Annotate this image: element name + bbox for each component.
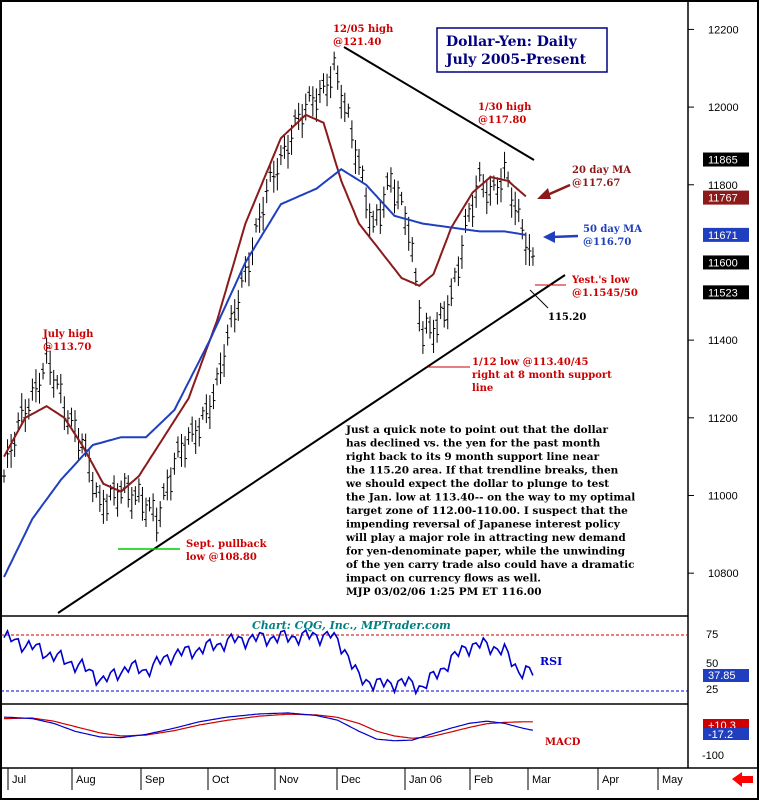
trendlines [57,46,566,614]
ma20-line [3,113,527,493]
support-level-leader [529,289,549,309]
jan-high-value: @117.80 [478,115,526,126]
scroll-right-arrow[interactable] [732,772,753,787]
commentary-line: the 115.20 area. If that trendline break… [346,465,619,477]
commentary-line: will play a major role in attracting new… [345,532,626,544]
commentary-line: of the yen carry trade also could have a… [346,559,634,571]
dec-high-value: @121.40 [333,37,381,48]
price-badge-label: 11600 [708,257,738,269]
ma20-value: @117.67 [572,178,620,189]
price-tick-label: 11200 [708,413,738,425]
ma50-label: 50 day MA [583,224,642,235]
time-axis: Jul Aug Sep Oct Nov Dec Jan 06 Feb Mar Apr May [7,768,683,790]
commentary-line: target zone of 112.00-110.00. I suspect … [346,505,628,517]
ma20-arrow [537,183,571,199]
price-badge [703,227,749,242]
price-badge-label: 11523 [708,287,738,299]
macd-line [3,712,534,742]
price-tick-label: 11000 [708,490,738,502]
ma20-label: 20 day MA [572,165,631,176]
rsi-current-value: 37.85 [708,670,736,682]
month-label: Nov [279,774,299,786]
month-label: Aug [76,774,96,786]
ma50-line [3,167,527,578]
macd-signal-line [4,713,533,739]
macd-line-badge [703,728,749,740]
price-tick-label: 11800 [708,180,738,192]
ma50-value: @116.70 [583,237,631,248]
month-label: May [662,774,683,786]
commentary-line: for yen-denominate paper, while the unwi… [346,546,626,558]
month-label: Apr [602,774,619,786]
price-tick-label: 10800 [708,568,739,580]
price-axis: 12200 12000 11800 11400 11200 11000 10800 11865… [688,24,749,580]
month-label: Jan 06 [409,774,442,786]
ma50-arrow [543,231,579,243]
price-tick-label: 12200 [708,24,739,36]
jan-high-label: 1/30 high [478,102,532,113]
commentary-line: right back to its 9 month support line n… [346,451,600,463]
resistance-trendline [343,46,535,161]
month-label: Mar [532,774,551,786]
price-badge-label: 11767 [708,193,738,205]
rsi-line [3,628,534,696]
price-badge [703,190,749,205]
jan-low-line-2: right at 8 month support [472,370,612,381]
commentary-line: we should expect the dollar to plunge to… [345,478,609,490]
commentary-line: the Jan. low at 113.40-- on the way to m… [346,492,635,504]
month-label: Feb [474,774,493,786]
jan-low-line-3: line [472,383,493,394]
commentary-line: impending reversal of Japanese interest … [346,519,621,531]
month-label: Sep [145,774,165,786]
price-tick-label: 11400 [708,335,738,347]
price-badge-label: 11865 [708,155,738,167]
commentary-line: Just a quick note to point out that the … [345,424,608,436]
jan-low-line-1: 1/12 low @113.40/45 [472,357,588,368]
sept-pullback-label: Sept. pullback [186,539,268,550]
macd-label: MACD [545,737,581,748]
rsi-tick-50: 50 [706,658,718,670]
macd-tick-neg100: -100 [702,750,724,762]
support-level-label: 115.20 [548,312,586,323]
chart-credit: Chart: CQG, Inc., MPTrader.com [252,619,451,632]
price-badge-label: 11671 [708,230,738,242]
title-box [436,27,608,73]
commentary-text: Just a quick note to point out that the … [345,424,635,598]
yest-low-value: @1.1545/50 [572,288,638,299]
rsi-current-badge [703,669,749,682]
rsi-tick-25: 25 [706,684,718,696]
rsi-tick-75: 75 [706,629,718,641]
title-line-1: Dollar-Yen: Daily [446,34,578,50]
macd-line-value: -17.2 [708,729,733,741]
price-badge [703,152,749,167]
commentary-line: has declined vs. the yen for the past mo… [346,438,601,450]
sept-pullback-value: low @108.80 [186,552,257,563]
commentary-line: MJP 03/02/06 1:25 PM ET 116.00 [346,586,542,598]
month-label: Jul [12,774,26,786]
month-label: Dec [341,774,361,786]
price-badge [703,285,749,300]
dec-high-label: 12/05 high [333,24,394,35]
title-line-2: July 2005-Present [444,52,587,68]
commentary-line: impact on currency flows as well. [346,573,541,585]
price-bars [2,51,535,542]
yest-low-label: Yest.'s low [571,275,630,286]
rsi-label: RSI [540,655,562,668]
support-trendline [57,274,566,614]
july-high-value: @113.70 [43,342,91,353]
price-tick-label: 12000 [708,102,739,114]
price-badge [703,255,749,270]
july-high-label: July high [42,329,94,340]
month-label: Oct [212,774,229,786]
